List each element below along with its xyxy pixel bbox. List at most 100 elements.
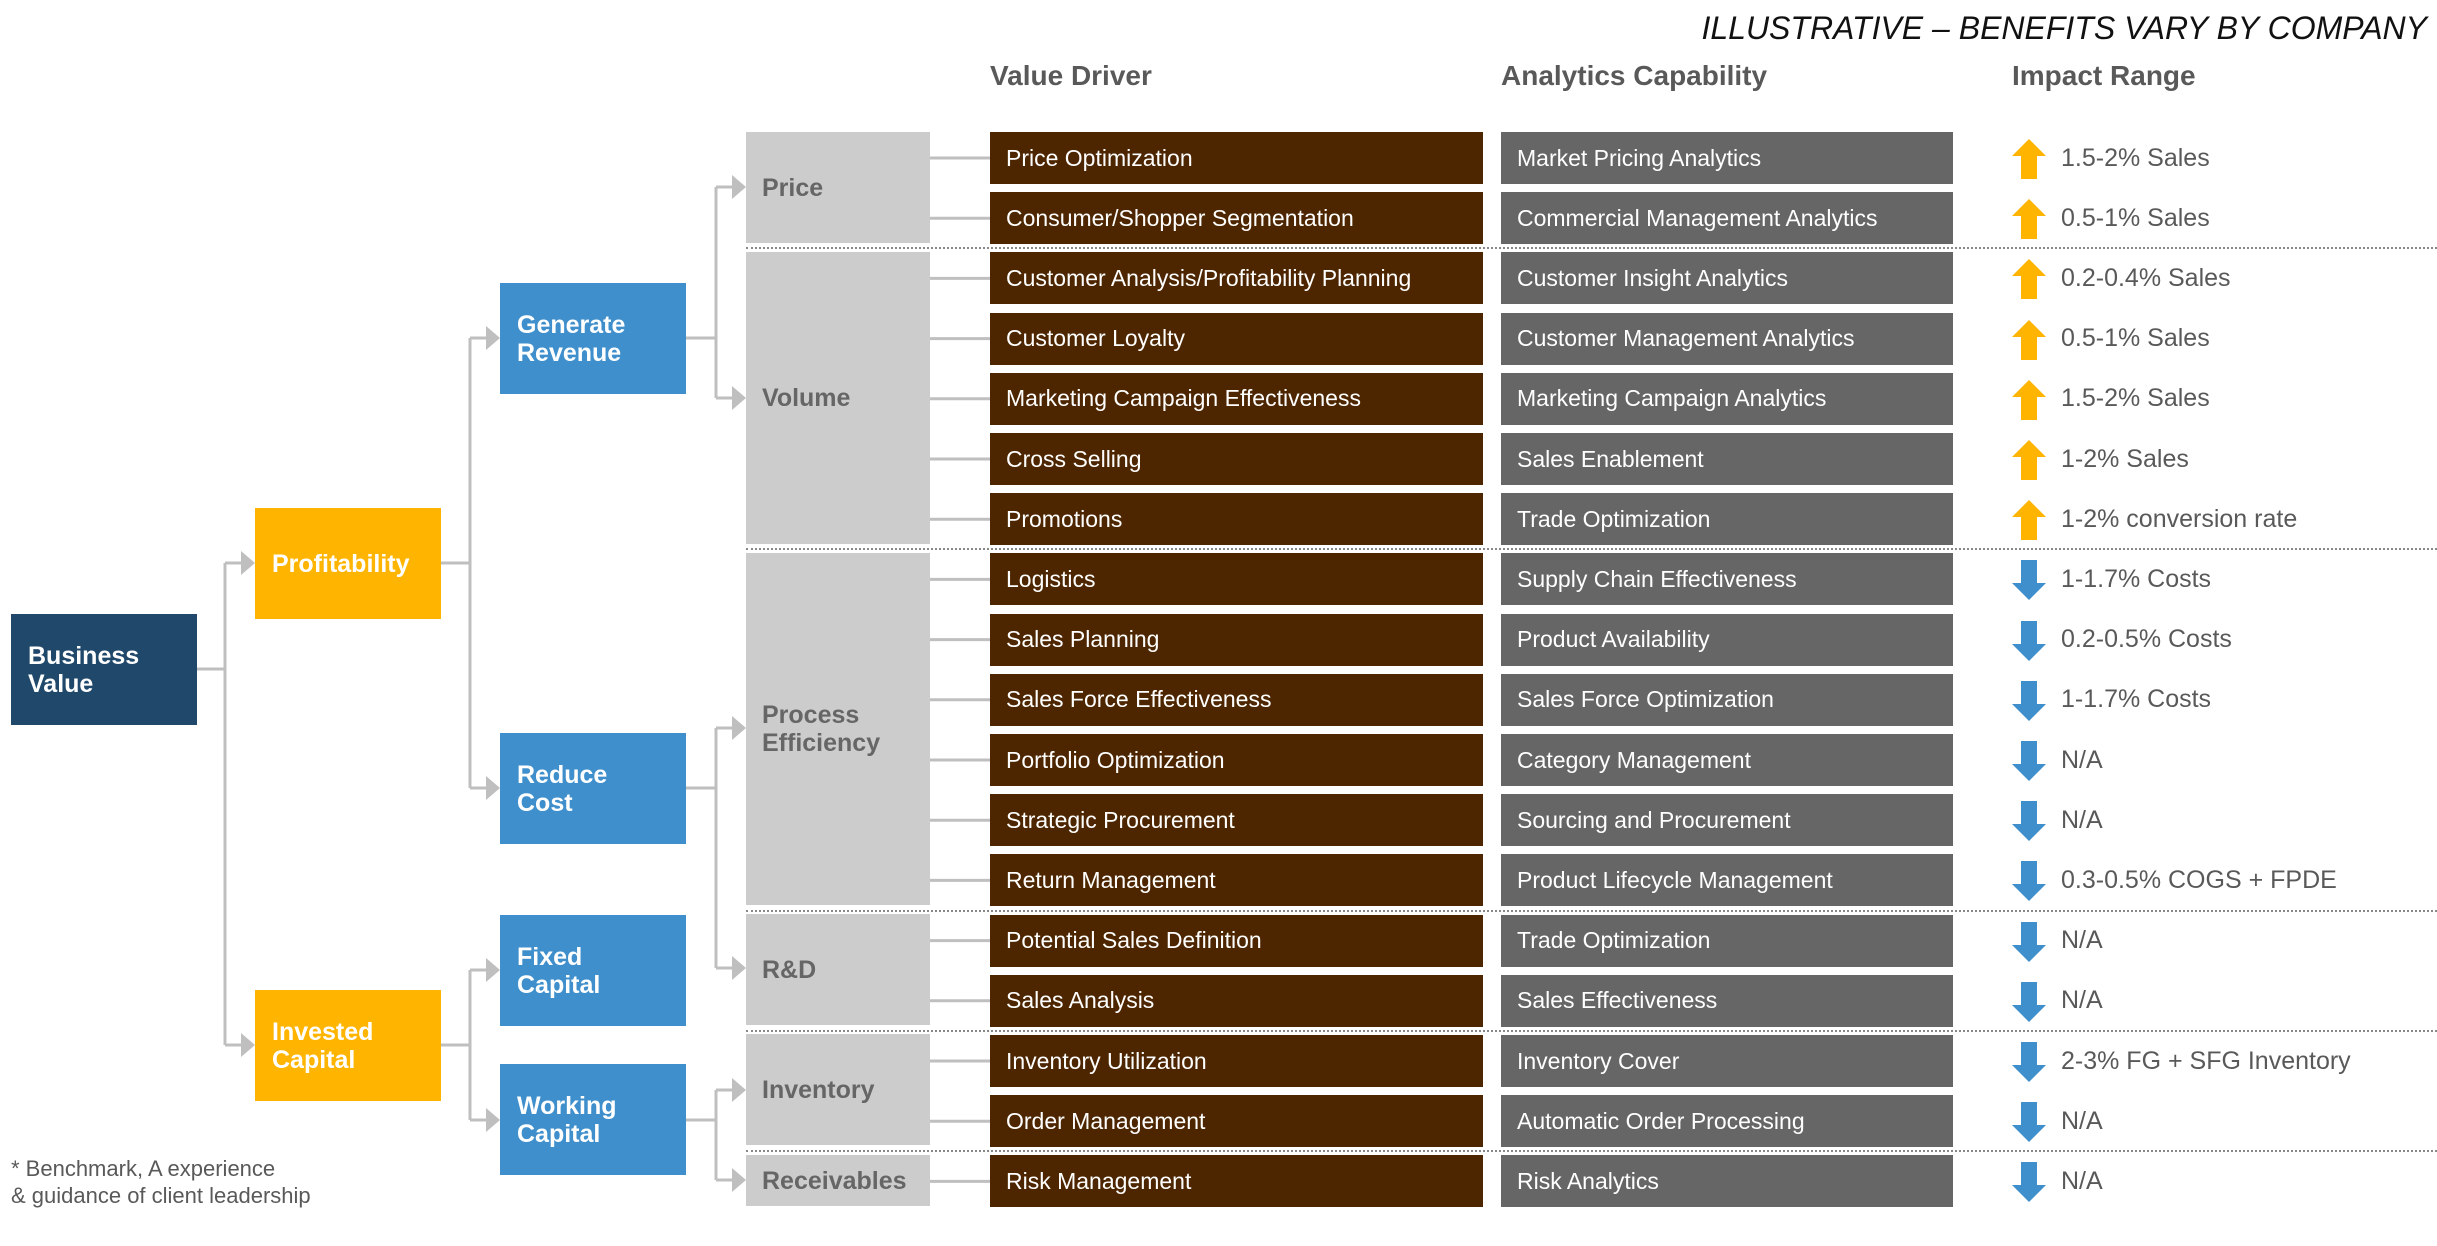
analytics-capability-box: Sales Force Optimization (1501, 673, 1953, 726)
group-separator (746, 1030, 2437, 1032)
impact-range-text: N/A (2061, 1106, 2103, 1135)
impact-range-text: N/A (2061, 986, 2103, 1015)
connector-arrowhead (486, 326, 500, 350)
analytics-capability-box: Sales Enablement (1501, 433, 1953, 485)
impact-range-text: N/A (2061, 745, 2103, 774)
node-inventory: Inventory (746, 1034, 930, 1145)
node-label: Generate Revenue (517, 310, 626, 367)
arrow-down-icon (2012, 560, 2046, 601)
node-label: Price (762, 173, 824, 202)
connector-arrowhead (732, 956, 746, 980)
impact-range-text: 1.5-2% Sales (2061, 143, 2210, 172)
group-separator (746, 909, 2437, 912)
node-label: Invested Capital (272, 1017, 374, 1074)
value-driver-box: Customer Loyalty (990, 312, 1483, 365)
analytics-capability-box: Inventory Cover (1501, 1035, 1953, 1087)
node-label: Working Capital (517, 1091, 617, 1148)
impact-range-text: 0.3-0.5% COGS + FPDE (2061, 865, 2337, 894)
footnote-line-2: & guidance of client leadership (11, 1183, 311, 1208)
value-driver-box: Sales Force Effectiveness (990, 673, 1483, 726)
value-driver-box: Potential Sales Definition (990, 914, 1483, 967)
node-label: Process Efficiency (762, 701, 881, 757)
value-driver-box: Sales Analysis (990, 974, 1483, 1027)
illustrative-banner: ILLUSTRATIVE – BENEFITS VARY BY COMPANY (1701, 10, 2427, 46)
node-business-value: Business Value (11, 614, 197, 725)
analytics-capability-box: Product Lifecycle Management (1501, 854, 1953, 907)
arrow-up-icon (2012, 500, 2046, 541)
node-working-capital: Working Capital (500, 1064, 686, 1175)
connector-arrowhead (732, 716, 746, 740)
impact-range-text: 1-2% conversion rate (2061, 504, 2298, 533)
header-impact-range: Impact Range (2012, 60, 2196, 91)
node-label: Profitability (272, 549, 410, 578)
group-separator (746, 548, 2437, 551)
node-receivables: Receivables (746, 1155, 930, 1206)
footnote: * Benchmark, A experience & guidance of … (11, 1155, 311, 1209)
analytics-capability-box: Sourcing and Procurement (1501, 794, 1953, 847)
node-label: Business Value (28, 641, 140, 698)
node-invested-capital: Invested Capital (255, 990, 441, 1101)
analytics-capability-box: Risk Analytics (1501, 1155, 1953, 1208)
arrow-up-icon (2012, 379, 2046, 420)
arrow-up-icon (2012, 319, 2046, 360)
analytics-capability-box: Customer Management Analytics (1501, 312, 1953, 365)
analytics-capability-box: Market Pricing Analytics (1501, 132, 1953, 184)
arrow-down-icon (2012, 921, 2046, 962)
arrow-down-icon (2012, 981, 2046, 1022)
connector-arrowhead (486, 958, 500, 982)
connector-arrowhead (486, 776, 500, 800)
value-driver-box: Promotions (990, 493, 1483, 546)
arrow-down-icon (2012, 620, 2046, 661)
header-analytics-capability: Analytics Capability (1501, 60, 1768, 91)
connector-arrowhead (241, 1033, 255, 1057)
value-driver-box: Return Management (990, 854, 1483, 907)
value-driver-box: Price Optimization (990, 132, 1483, 184)
value-driver-box: Order Management (990, 1095, 1483, 1148)
arrow-down-icon (2012, 680, 2046, 721)
node-price: Price (746, 132, 930, 243)
footnote-line-1: * Benchmark, A experience (11, 1156, 276, 1181)
value-driver-box: Cross Selling (990, 433, 1483, 485)
header-value-driver: Value Driver (990, 60, 1152, 91)
impact-range-text: 0.2-0.5% Costs (2061, 625, 2232, 654)
arrow-up-icon (2012, 139, 2046, 179)
node-profitability: Profitability (255, 508, 441, 619)
analytics-capability-box: Trade Optimization (1501, 914, 1953, 967)
arrow-up-icon (2012, 440, 2046, 480)
analytics-capability-box: Automatic Order Processing (1501, 1095, 1953, 1148)
node-label: Inventory (762, 1075, 875, 1104)
connector-arrowhead (732, 386, 746, 410)
arrow-up-icon (2012, 199, 2046, 240)
node-label: Fixed Capital (517, 942, 601, 999)
analytics-capability-box: Product Availability (1501, 613, 1953, 666)
analytics-capability-box: Marketing Campaign Analytics (1501, 372, 1953, 425)
value-driver-box: Customer Analysis/Profitability Planning (990, 252, 1483, 305)
arrow-down-icon (2012, 1162, 2046, 1203)
arrow-down-icon (2012, 741, 2046, 781)
impact-range-text: 1-2% Sales (2061, 444, 2189, 473)
impact-range-text: 1-1.7% Costs (2061, 564, 2212, 593)
connector-arrowhead (732, 1078, 746, 1102)
impact-range-text: 1.5-2% Sales (2061, 384, 2210, 413)
analytics-capability-box: Supply Chain Effectiveness (1501, 553, 1953, 606)
analytics-capability-box: Category Management (1501, 734, 1953, 786)
value-driver-box: Inventory Utilization (990, 1035, 1483, 1087)
connector-arrowhead (732, 1168, 746, 1192)
node-label: Volume (762, 384, 851, 412)
node-process-efficiency: Process Efficiency (746, 553, 930, 905)
node-generate-revenue: Generate Revenue (500, 283, 686, 394)
value-driver-box: Portfolio Optimization (990, 734, 1483, 786)
group-separator (746, 1150, 2437, 1153)
node-fixed-capital: Fixed Capital (500, 915, 686, 1026)
node-label: Receivables (762, 1166, 907, 1195)
value-driver-box: Logistics (990, 553, 1483, 606)
value-driver-box: Marketing Campaign Effectiveness (990, 372, 1483, 425)
arrow-down-icon (2012, 801, 2046, 842)
impact-range-text: N/A (2061, 805, 2103, 834)
node-label: Reduce Cost (517, 760, 608, 817)
impact-range-text: 2-3% FG + SFG Inventory (2061, 1046, 2351, 1075)
analytics-capability-box: Commercial Management Analytics (1501, 192, 1953, 245)
connector-arrowhead (486, 1108, 500, 1132)
impact-range-text: 1-1.7% Costs (2061, 685, 2212, 714)
